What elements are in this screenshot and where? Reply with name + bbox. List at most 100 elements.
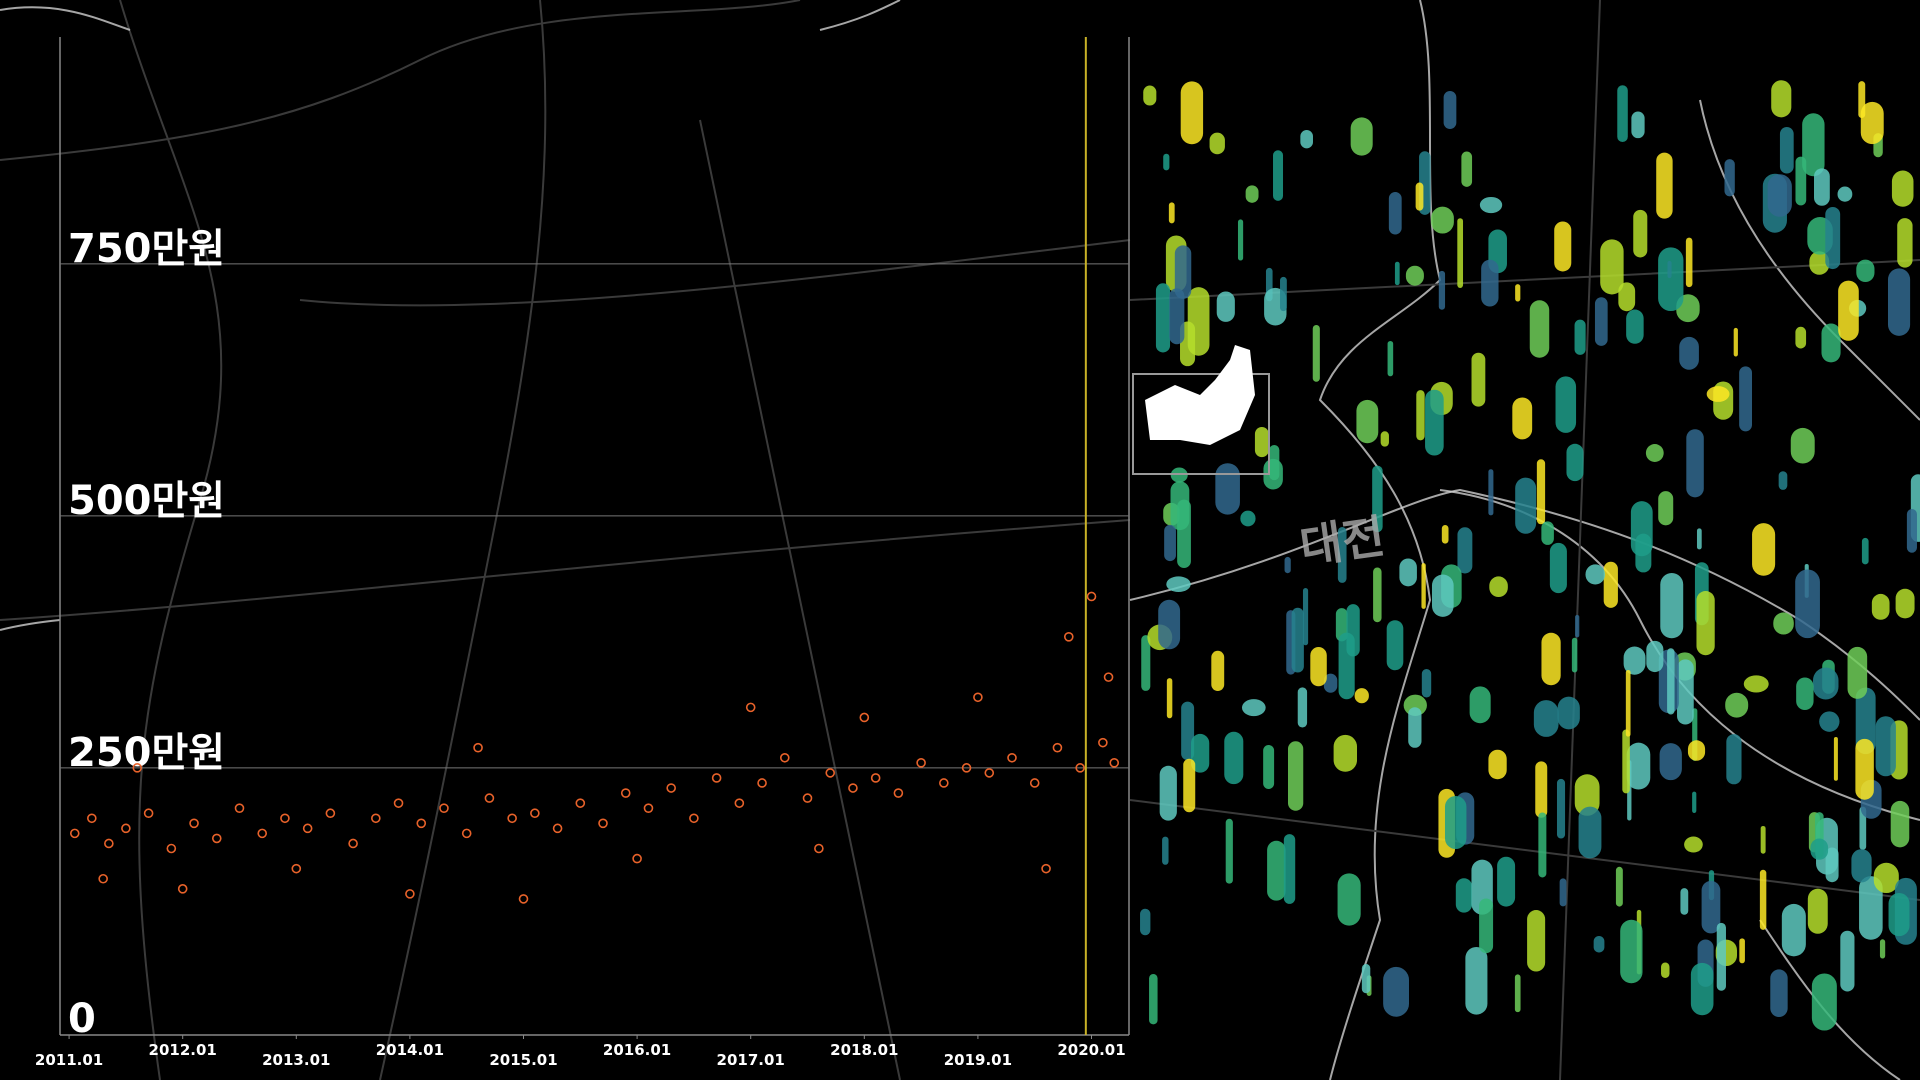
map-column	[1512, 397, 1533, 440]
data-point	[405, 889, 415, 899]
data-point	[325, 808, 336, 819]
map-column	[1833, 737, 1838, 781]
map-column	[1658, 491, 1674, 526]
data-point	[745, 702, 756, 713]
map-column	[1457, 527, 1473, 574]
map-column	[1416, 390, 1425, 441]
data-point	[1103, 672, 1114, 682]
map-column	[1356, 399, 1379, 444]
map-column	[1887, 268, 1911, 336]
map-column	[1554, 221, 1572, 272]
map-column	[1860, 101, 1884, 145]
map-column	[1489, 576, 1508, 598]
map-column	[1739, 938, 1745, 964]
map-column	[1781, 903, 1806, 957]
map-column	[1622, 729, 1630, 794]
data-point	[689, 813, 699, 824]
data-point	[484, 793, 495, 803]
map-column	[1733, 327, 1738, 357]
map-column	[1471, 352, 1486, 407]
map-column	[1337, 526, 1347, 583]
data-point	[666, 783, 676, 793]
map-column	[1760, 825, 1766, 854]
data-point	[518, 894, 529, 904]
map-column	[1431, 206, 1454, 234]
map-column	[1825, 206, 1841, 270]
map-column	[1660, 572, 1684, 639]
map-column	[1795, 326, 1807, 349]
map-column	[1635, 533, 1652, 573]
y-tick-label: 500만원	[68, 478, 225, 524]
map-column	[1847, 646, 1868, 699]
map-column	[1773, 612, 1794, 635]
map-column	[1162, 836, 1169, 865]
data-point	[1086, 591, 1097, 602]
data-point	[870, 773, 881, 783]
map-column	[1626, 309, 1644, 344]
data-point	[121, 823, 131, 834]
data-point	[291, 863, 302, 874]
map-column	[1633, 209, 1648, 258]
data-point	[461, 828, 472, 839]
map-column	[1180, 81, 1204, 145]
map-column	[1897, 218, 1913, 268]
map-column	[1658, 247, 1684, 312]
map-column	[1399, 558, 1417, 587]
map-column	[1790, 427, 1815, 464]
map-column	[1425, 389, 1444, 456]
data-point	[1109, 758, 1120, 768]
map-column	[1726, 734, 1742, 785]
x-tick-label: 2020.01	[1057, 1041, 1125, 1059]
map-column	[1497, 856, 1516, 907]
data-point	[371, 813, 381, 824]
map-column	[1158, 599, 1181, 650]
map-column	[1796, 677, 1814, 711]
map-column	[1895, 588, 1915, 619]
map-column	[1149, 974, 1158, 1025]
map-column	[1690, 962, 1714, 1016]
data-point	[302, 823, 313, 834]
map-column	[1372, 465, 1383, 533]
map-column	[1155, 283, 1171, 353]
map-column	[1533, 700, 1559, 737]
map-column	[1859, 876, 1883, 940]
data-point	[632, 853, 642, 864]
map-column	[1692, 791, 1697, 813]
map-column	[1431, 574, 1454, 617]
map-column	[1479, 196, 1503, 214]
map-column	[1659, 743, 1682, 781]
map-column	[1575, 614, 1580, 638]
map-column	[1215, 463, 1240, 515]
map-column	[1237, 219, 1244, 261]
data-point	[1052, 742, 1063, 753]
map-column	[1795, 569, 1820, 639]
data-point	[893, 788, 904, 798]
x-tick-label: 2013.01	[262, 1051, 330, 1069]
data-point	[143, 808, 154, 819]
data-point	[939, 778, 949, 788]
x-tick-label: 2016.01	[603, 1041, 671, 1059]
data-point	[1098, 737, 1108, 748]
map-column	[1405, 265, 1424, 286]
data-point	[507, 813, 517, 824]
map-column	[1859, 806, 1867, 850]
data-point	[87, 813, 97, 824]
map-column	[1166, 678, 1173, 719]
map-column	[1225, 818, 1233, 884]
map-column	[1541, 521, 1554, 545]
map-column	[1706, 386, 1730, 402]
map-column	[1216, 291, 1235, 322]
map-column	[1166, 576, 1191, 593]
selected-area	[1145, 345, 1255, 445]
map-column	[1310, 647, 1327, 687]
data-point	[189, 818, 199, 829]
x-tick-label: 2011.01	[35, 1051, 103, 1069]
map-column	[1209, 132, 1225, 155]
map-column	[1394, 261, 1400, 286]
map-column	[1807, 888, 1828, 934]
data-point	[1063, 632, 1074, 642]
map-column	[1701, 880, 1721, 934]
map-column	[1855, 687, 1876, 755]
map-column	[1578, 806, 1602, 859]
map-column	[1386, 620, 1404, 671]
